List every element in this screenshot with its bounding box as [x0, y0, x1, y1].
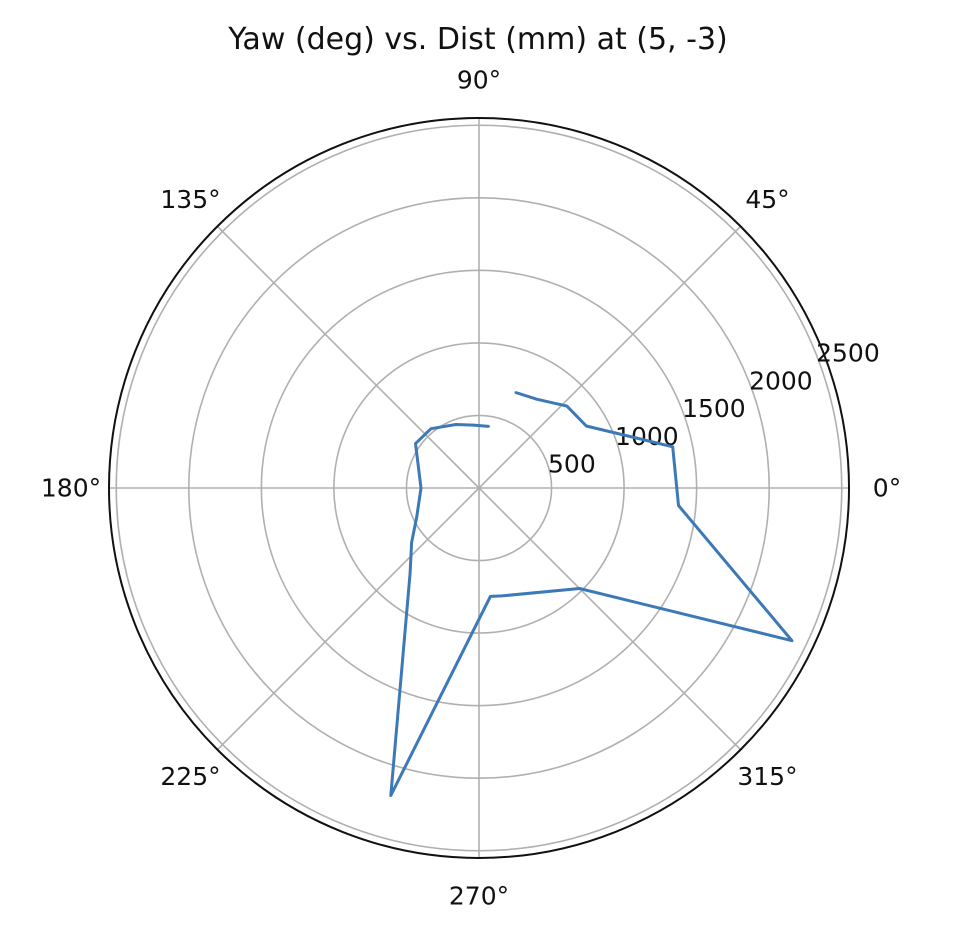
data-point-15	[671, 445, 674, 449]
data-point-5	[419, 486, 423, 490]
angle-tick-labels: 0° 45° 90° 135° 180° 225° 270° 315°	[41, 66, 901, 911]
angle-tick-label-45: 45°	[745, 185, 789, 214]
radial-tick-label-500: 500	[548, 450, 596, 479]
data-point-4	[414, 442, 417, 445]
data-point-3	[429, 427, 433, 430]
chart-title: Yaw (deg) vs. Dist (mm) at (5, -3)	[228, 22, 728, 57]
angle-tick-label-0: 0°	[873, 474, 901, 503]
data-point-12	[578, 587, 581, 590]
angle-gridline-45	[478, 225, 742, 489]
angle-gridline-135	[216, 225, 480, 489]
data-point-16	[585, 424, 588, 428]
data-point-1	[472, 423, 475, 427]
angle-tick-label-180: 180°	[41, 474, 101, 503]
data-point-11	[500, 594, 504, 598]
radial-tick-label-1500: 1500	[682, 394, 746, 423]
data-point-10	[489, 595, 492, 598]
angle-gridline-225	[216, 487, 480, 751]
data-point-17	[565, 404, 569, 408]
polar-grid	[109, 118, 849, 858]
angle-tick-label-90: 90°	[457, 66, 501, 95]
data-point-7	[410, 541, 413, 544]
data-point-18	[535, 397, 538, 401]
data-point-9	[389, 794, 393, 797]
data-point-8	[408, 571, 412, 575]
angle-tick-label-225: 225°	[160, 762, 220, 791]
data-point-2	[454, 423, 458, 426]
series-layer	[389, 391, 794, 797]
angle-tick-label-135: 135°	[160, 185, 220, 214]
data-point-14	[677, 504, 680, 507]
angle-tick-label-270: 270°	[449, 882, 509, 911]
radial-tick-label-2500: 2500	[816, 339, 880, 368]
data-point-6	[415, 515, 418, 519]
series-line-0	[389, 391, 794, 797]
angle-gridline-315	[478, 487, 742, 751]
polar-frame	[108, 117, 850, 859]
radial-tick-label-2000: 2000	[749, 366, 813, 395]
data-point-0	[487, 425, 490, 428]
data-point-13	[790, 639, 794, 642]
angle-tick-label-315: 315°	[737, 762, 797, 791]
data-point-19	[514, 391, 517, 394]
